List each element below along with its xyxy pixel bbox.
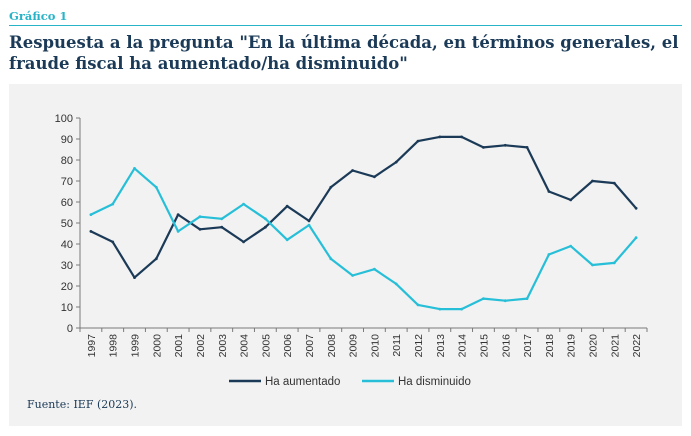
data-point: [547, 190, 551, 193]
data-point: [198, 215, 202, 219]
y-tick-label: 40: [61, 239, 73, 251]
x-tick-label: 2020: [587, 334, 599, 358]
data-point: [438, 135, 442, 139]
data-point: [89, 213, 93, 217]
data-point: [263, 217, 267, 221]
data-point: [220, 217, 224, 221]
y-tick-label: 100: [55, 113, 73, 125]
data-point: [111, 202, 115, 206]
data-point: [263, 225, 267, 229]
figure-label: Gráfico 1: [9, 9, 68, 23]
y-tick-label: 50: [61, 218, 73, 230]
data-point: [525, 146, 529, 149]
chart-title: Respuesta a la pregunta "En la última dé…: [9, 33, 679, 73]
header-rule: [9, 25, 682, 26]
y-tick-label: 20: [61, 281, 73, 293]
x-tick-label: 2001: [173, 334, 185, 358]
x-tick-label: 2018: [544, 334, 556, 358]
legend-label-1: Ha aumentado: [265, 376, 340, 388]
y-tick-label: 90: [61, 134, 73, 146]
data-point: [591, 179, 594, 183]
data-point: [351, 274, 354, 277]
data-point: [394, 160, 398, 164]
series-line-2: [89, 167, 638, 311]
data-point: [242, 240, 245, 244]
x-tick-label: 2017: [522, 334, 534, 358]
legend-label-2: Ha disminuido: [398, 376, 471, 388]
x-tick-label: 2000: [151, 334, 163, 358]
data-point: [89, 230, 93, 233]
data-point: [569, 198, 573, 202]
data-point: [482, 297, 485, 300]
x-tick-label: 2015: [478, 334, 490, 358]
x-tick-label: 2016: [500, 334, 512, 358]
y-tick-label: 30: [61, 260, 73, 272]
source-note: Fuente: IEF (2023).: [27, 398, 138, 411]
data-point: [416, 303, 420, 307]
data-point: [329, 257, 333, 261]
data-point: [525, 297, 529, 300]
y-tick-label: 80: [61, 155, 73, 167]
y-tick-label: 10: [61, 302, 73, 314]
line-chart: 0 10 20 30 40 50 60 70 80 90 100 1997 1998 1999 2000 20…: [55, 113, 648, 388]
chart-panel: 0 10 20 30 40 50 60 70 80 90 100 1997 1998 1999 2000 20…: [9, 84, 682, 426]
data-point: [569, 244, 573, 248]
y-tick-label: 70: [61, 176, 73, 188]
data-point: [198, 227, 202, 231]
data-point: [373, 267, 376, 271]
x-tick-label: 1997: [86, 334, 98, 358]
data-point: [111, 240, 115, 244]
data-point: [482, 146, 485, 149]
x-tick-label: 2003: [217, 334, 229, 358]
data-point: [329, 185, 333, 189]
x-tick-label: 2002: [195, 334, 207, 358]
data-point: [612, 181, 616, 185]
x-tick-label: 2019: [566, 334, 578, 358]
series-line-1: [89, 135, 638, 279]
data-point: [634, 206, 638, 210]
x-tick-label: 1998: [108, 334, 120, 358]
data-point: [242, 202, 245, 206]
data-point: [133, 276, 136, 279]
data-point: [220, 225, 224, 229]
data-point: [634, 236, 638, 240]
data-point: [285, 238, 289, 242]
x-tick-label: 2021: [609, 334, 621, 358]
x-tick-label: 2010: [369, 334, 381, 358]
data-point: [373, 175, 376, 179]
data-point: [547, 253, 551, 256]
x-tick-label: 2014: [457, 334, 469, 358]
data-point: [438, 307, 442, 311]
data-point: [416, 139, 420, 143]
data-point: [285, 204, 289, 208]
x-tick-label: 2008: [326, 334, 338, 358]
x-tick-label: 2009: [348, 334, 360, 358]
data-point: [176, 213, 180, 217]
y-tick-label: 60: [61, 197, 73, 209]
data-point: [503, 299, 507, 303]
x-tick-label: 2022: [631, 334, 643, 358]
data-point: [176, 230, 180, 233]
data-point: [133, 167, 136, 170]
data-point: [154, 257, 158, 261]
x-tick-label: 2011: [391, 334, 403, 357]
x-tick-label: 2005: [260, 334, 272, 358]
x-tick-label: 2007: [304, 334, 316, 358]
data-point: [394, 282, 398, 286]
x-tick-label: 1999: [130, 334, 142, 358]
data-point: [591, 263, 594, 267]
data-point: [307, 219, 311, 223]
x-tick-label: 2006: [282, 334, 294, 358]
data-point: [154, 185, 158, 189]
y-tick-label: 0: [67, 323, 73, 335]
x-tick-label: 2012: [413, 334, 425, 358]
x-tick-label: 2013: [435, 334, 447, 358]
data-point: [503, 143, 507, 147]
x-tick-label: 2004: [239, 334, 251, 358]
data-point: [460, 307, 464, 311]
data-point: [351, 169, 354, 172]
data-point: [460, 135, 464, 139]
data-point: [612, 261, 616, 265]
data-point: [307, 223, 311, 227]
